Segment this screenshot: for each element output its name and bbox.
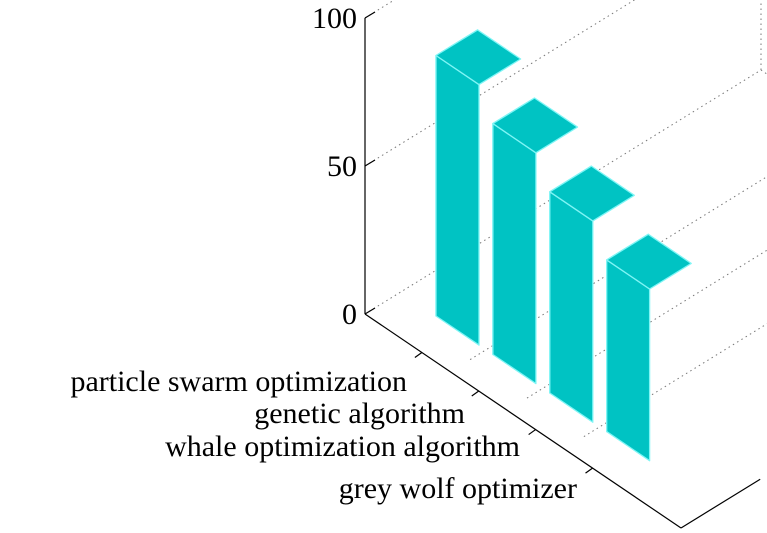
category-tick [414, 352, 423, 359]
category-label: particle swarm optimization [70, 365, 407, 398]
y-tick-labels: 0 50 100 [312, 2, 357, 331]
category-label: whale optimization algorithm [165, 430, 520, 463]
category-label: genetic algorithm [254, 397, 465, 430]
bar-particle-swarm-optimization [435, 29, 522, 346]
category-axis [364, 313, 682, 529]
grid-line [364, 0, 396, 19]
category-tick [528, 429, 536, 436]
y-tick-label: 0 [342, 298, 357, 331]
y-tick-label: 100 [312, 2, 357, 35]
bar-front [549, 191, 594, 423]
bar-top [492, 97, 579, 154]
category-tick [471, 390, 480, 397]
bars [435, 29, 692, 462]
z-tick [364, 307, 376, 315]
bar-grey-wolf-optimizer [606, 233, 692, 462]
category-tick [585, 467, 593, 474]
grid-line [526, 249, 767, 399]
z-tick [364, 11, 376, 19]
bar-front [492, 122, 537, 385]
bar-whale-optimization-algorithm [549, 165, 635, 423]
bar-front [606, 259, 651, 462]
row-axis [680, 478, 761, 529]
category-label: grey wolf optimizer [339, 472, 577, 505]
y-tick-label: 50 [327, 150, 357, 183]
bar-top [549, 165, 635, 222]
bar-top [606, 233, 692, 290]
grid-line [364, 0, 636, 167]
axes [364, 11, 761, 529]
bar-genetic-algorithm [492, 97, 579, 385]
bar-front [435, 54, 480, 346]
bar-top [435, 29, 522, 86]
z-tick [364, 159, 376, 167]
